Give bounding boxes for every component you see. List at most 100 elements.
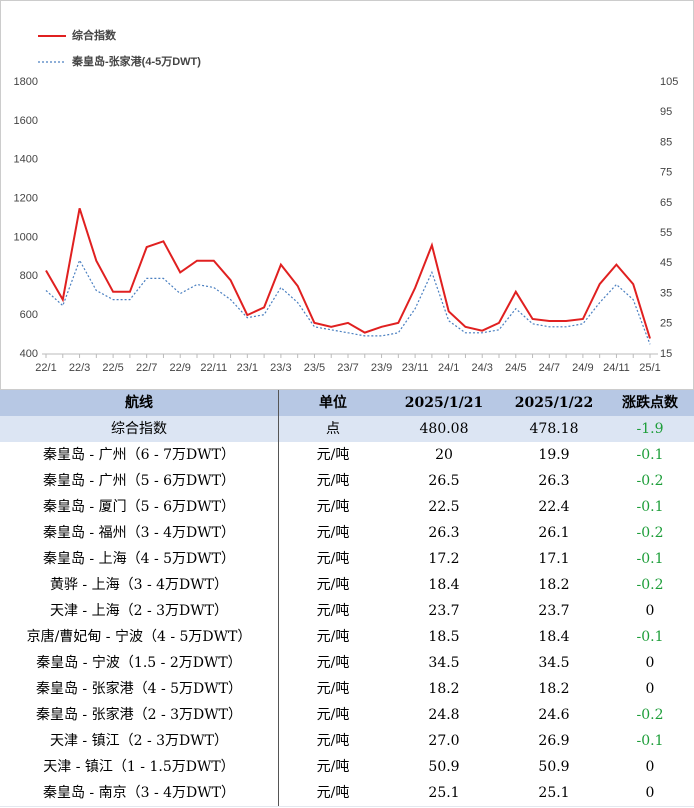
table-cell: -0.2 — [636, 473, 664, 489]
table-cell: 50.9 — [428, 759, 460, 775]
table-cell: 元/吨 — [278, 624, 387, 650]
table-cell: 元/吨 — [278, 494, 387, 520]
y2-tick-label: 95 — [660, 106, 672, 118]
table-cell: 秦皇岛 - 宁波（1.5 - 2万DWT） — [36, 655, 242, 671]
table-row: 黄骅 - 上海（3 - 4万DWT） 元/吨 18.4 18.2 -0.2 — [0, 572, 694, 599]
y-tick-label: 1000 — [14, 231, 38, 243]
table-cell: 18.2 — [538, 577, 570, 593]
table-cell: 京唐/曹妃甸 - 宁波（4 - 5万DWT） — [26, 629, 252, 645]
table-cell: 0 — [645, 681, 655, 697]
table-cell: 元/吨 — [278, 754, 387, 780]
x-tick-label: 23/11 — [402, 362, 429, 374]
table-cell: 34.5 — [538, 655, 570, 671]
table-cell: 点 — [278, 416, 387, 442]
table-cell: 26.3 — [538, 473, 570, 489]
table-cell: 元/吨 — [278, 546, 387, 572]
table-cell: 综合指数 — [111, 421, 167, 437]
y2-tick-label: 35 — [660, 287, 672, 299]
y2-tick-label: 105 — [660, 76, 678, 88]
table-cell: -0.2 — [636, 577, 664, 593]
legend-label: 综合指数 — [72, 28, 117, 42]
table-row: 京唐/曹妃甸 - 宁波（4 - 5万DWT） 元/吨 18.5 18.4 -0.1 — [0, 624, 694, 651]
table-cell: 秦皇岛 - 上海（4 - 5万DWT） — [42, 551, 236, 567]
table-cell: 17.2 — [428, 551, 460, 567]
table-cell: 元/吨 — [278, 572, 387, 598]
table-cell: -0.2 — [636, 707, 664, 723]
table-cell: 秦皇岛 - 广州（6 - 7万DWT） — [42, 447, 236, 463]
table-cell: 0 — [645, 603, 655, 619]
x-tick-label: 22/3 — [69, 362, 90, 374]
table-header: 航线 单位 2025/1/21 2025/1/22 涨跌点数 — [0, 390, 694, 417]
x-tick-label: 24/3 — [472, 362, 493, 374]
table-cell: 秦皇岛 - 厦门（5 - 6万DWT） — [42, 499, 236, 515]
table-cell: 航线 — [125, 395, 153, 411]
table-row: 天津 - 镇江（1 - 1.5万DWT） 元/吨 50.9 50.9 0 — [0, 754, 694, 781]
table-cell: 34.5 — [428, 655, 460, 671]
y-tick-label: 600 — [20, 309, 38, 321]
table-row: 天津 - 上海（2 - 3万DWT） 元/吨 23.7 23.7 0 — [0, 598, 694, 625]
table-cell: 26.1 — [538, 525, 570, 541]
table-cell: 22.4 — [538, 499, 570, 515]
table-cell: 秦皇岛 - 南京（3 - 4万DWT） — [42, 785, 236, 801]
table-cell: -0.1 — [636, 499, 664, 515]
x-tick-label: 22/1 — [35, 362, 56, 374]
table-cell: 26.5 — [428, 473, 460, 489]
y2-tick-label: 85 — [660, 136, 672, 148]
table-row: 秦皇岛 - 宁波（1.5 - 2万DWT） 元/吨 34.5 34.5 0 — [0, 650, 694, 677]
table-cell: 元/吨 — [278, 598, 387, 624]
table-cell: 天津 - 镇江（1 - 1.5万DWT） — [43, 759, 235, 775]
table-cell: 天津 - 镇江（2 - 3万DWT） — [49, 733, 229, 749]
table-cell: 23.7 — [538, 603, 570, 619]
table-cell: 天津 - 上海（2 - 3万DWT） — [49, 603, 229, 619]
x-tick-label: 23/5 — [304, 362, 325, 374]
table-cell: -0.1 — [636, 629, 664, 645]
table-cell: 元/吨 — [278, 780, 387, 806]
y2-tick-label: 75 — [660, 167, 672, 179]
table-cell: 2025/1/22 — [514, 395, 594, 411]
table-cell: 19.9 — [538, 447, 570, 463]
table-cell: 18.2 — [538, 681, 570, 697]
table-cell: 25.1 — [428, 785, 460, 801]
y-tick-label: 800 — [20, 270, 38, 282]
x-tick-label: 25/1 — [639, 362, 660, 374]
table-cell: 20 — [435, 447, 453, 463]
x-tick-label: 23/7 — [337, 362, 358, 374]
table-cell: 26.9 — [538, 733, 570, 749]
table-cell: 18.4 — [538, 629, 570, 645]
table-cell: 元/吨 — [278, 468, 387, 494]
x-tick-label: 24/7 — [539, 362, 560, 374]
table-row: 综合指数 点 480.08 478.18 -1.9 — [0, 416, 694, 443]
table-cell: 秦皇岛 - 张家港（2 - 3万DWT） — [35, 707, 243, 723]
table-cell: 元/吨 — [278, 728, 387, 754]
y-tick-label: 1800 — [14, 76, 38, 88]
y2-tick-label: 65 — [660, 197, 672, 209]
x-tick-label: 24/1 — [438, 362, 459, 374]
table-cell: 478.18 — [529, 421, 579, 437]
x-tick-label: 24/11 — [603, 362, 630, 374]
chart: 400 600 800 1000 1200 1400 1600 1800 15 25 35 45 55 6… — [0, 0, 694, 390]
x-tick-label: 23/3 — [270, 362, 291, 374]
x-tick-label: 24/5 — [505, 362, 526, 374]
table-cell: 秦皇岛 - 福州（3 - 4万DWT） — [42, 525, 236, 541]
table-cell: -0.1 — [636, 447, 664, 463]
table-row: 秦皇岛 - 厦门（5 - 6万DWT） 元/吨 22.5 22.4 -0.1 — [0, 494, 694, 521]
table-cell: 50.9 — [538, 759, 570, 775]
table-cell: 24.6 — [538, 707, 570, 723]
y2-tick-label: 45 — [660, 257, 672, 269]
x-tick-label: 23/9 — [371, 362, 392, 374]
table-cell: 17.1 — [538, 551, 570, 567]
table-cell: -0.2 — [636, 525, 664, 541]
x-tick-label: 23/1 — [237, 362, 258, 374]
table-cell: -0.1 — [636, 551, 664, 567]
x-tick-label: 22/5 — [102, 362, 123, 374]
y2-tick-label: 15 — [660, 348, 672, 360]
y-tick-label: 1400 — [14, 154, 38, 166]
table-row: 秦皇岛 - 张家港（2 - 3万DWT） 元/吨 24.8 24.6 -0.2 — [0, 702, 694, 729]
y2-tick-label: 55 — [660, 227, 672, 239]
table-cell: 23.7 — [428, 603, 460, 619]
y2-tick-label: 25 — [660, 318, 672, 330]
table-cell: 18.5 — [428, 629, 460, 645]
table-cell: 元/吨 — [278, 520, 387, 546]
table-cell: 0 — [645, 759, 655, 775]
